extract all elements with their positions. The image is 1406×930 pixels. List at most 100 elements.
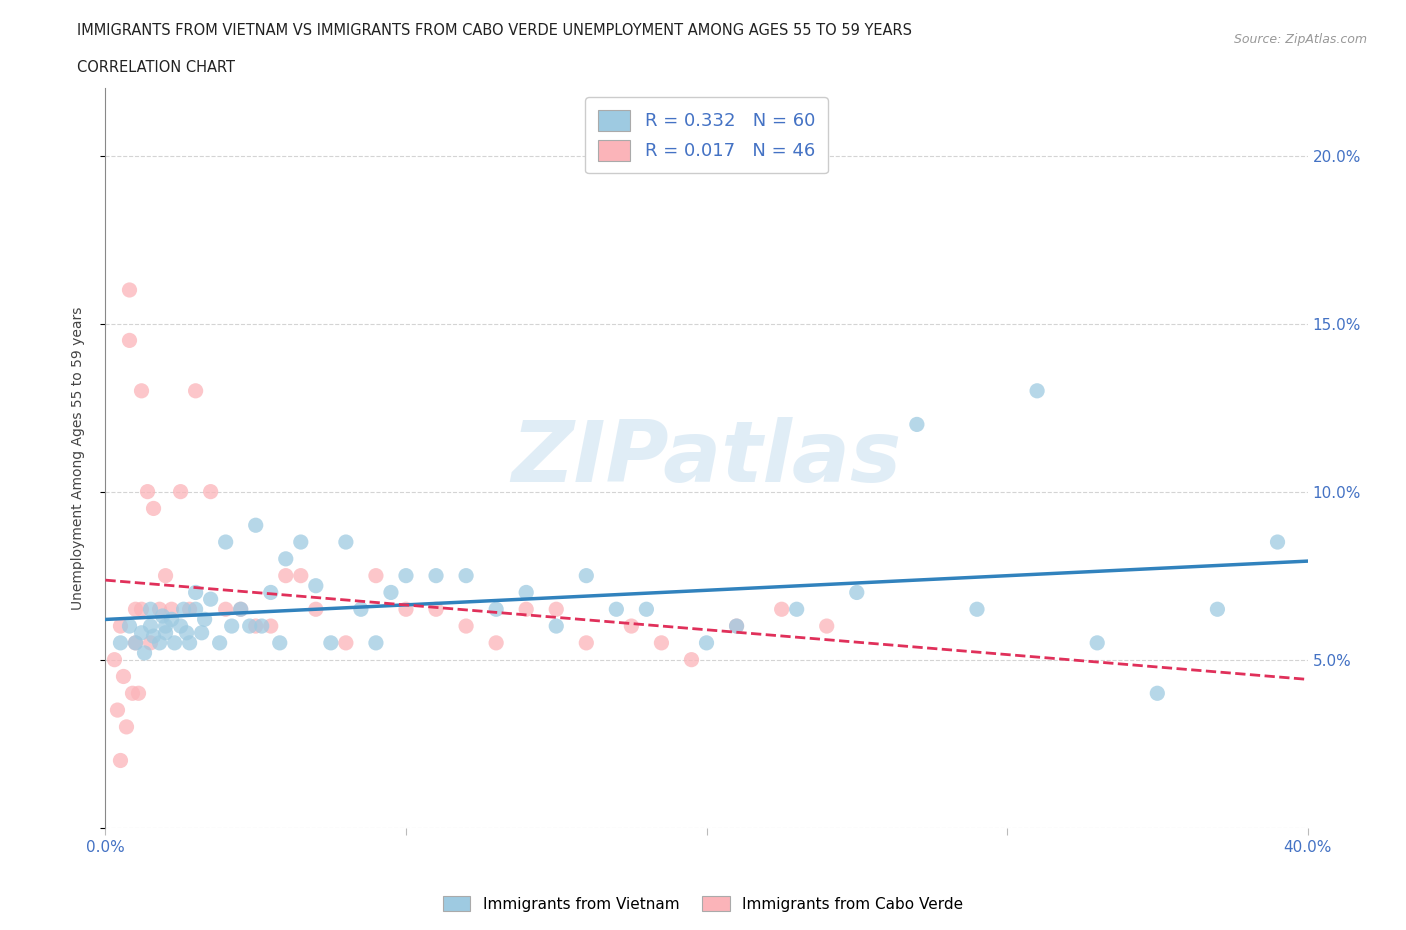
Point [515,585,537,600]
Point [620,618,643,633]
Point [425,602,447,617]
Point [845,585,868,600]
Point [110,635,132,650]
Point [239,618,262,633]
Point [636,602,658,617]
Point [118,283,141,298]
Point [169,485,191,499]
Point [103,652,125,667]
Point [245,618,267,633]
Point [319,635,342,650]
Point [274,568,297,583]
Point [121,685,143,700]
Point [221,618,243,633]
Point [515,602,537,617]
Point [139,602,162,617]
Point [200,591,222,606]
Point [139,635,162,650]
Point [160,612,183,627]
Point [575,635,598,650]
Point [148,602,170,617]
Point [395,602,418,617]
Legend: Immigrants from Vietnam, Immigrants from Cabo Verde: Immigrants from Vietnam, Immigrants from… [437,889,969,918]
Point [260,618,283,633]
Point [966,602,988,617]
Point [131,383,153,398]
Point [163,635,186,650]
Point [155,625,177,640]
Point [380,585,402,600]
Legend: R = 0.332   N = 60, R = 0.017   N = 46: R = 0.332 N = 60, R = 0.017 N = 46 [585,98,828,173]
Point [681,652,703,667]
Point [335,635,357,650]
Y-axis label: Unemployment Among Ages 55 to 59 years: Unemployment Among Ages 55 to 59 years [70,306,84,610]
Point [152,608,174,623]
Point [454,618,477,633]
Point [575,568,598,583]
Point [260,585,283,600]
Point [136,485,159,499]
Point [305,578,328,593]
Point [110,753,132,768]
Point [274,551,297,566]
Point [107,703,129,718]
Point [290,535,312,550]
Point [173,602,195,617]
Point [134,645,156,660]
Point [364,635,387,650]
Point [110,618,132,633]
Point [725,618,748,633]
Point [250,618,273,633]
Point [1146,685,1168,700]
Point [335,535,357,550]
Point [176,625,198,640]
Point [395,568,418,583]
Point [546,618,568,633]
Point [905,417,928,432]
Point [184,383,207,398]
Point [229,602,252,617]
Point [124,635,146,650]
Point [131,602,153,617]
Point [131,625,153,640]
Point [179,635,201,650]
Point [208,635,231,650]
Point [245,518,267,533]
Point [815,618,838,633]
Point [179,602,201,617]
Point [1026,383,1049,398]
Point [115,720,138,735]
Point [124,602,146,617]
Point [290,568,312,583]
Point [454,568,477,583]
Point [485,635,508,650]
Point [214,602,236,617]
Point [770,602,793,617]
Point [184,585,207,600]
Point [364,568,387,583]
Text: ZIPatlas: ZIPatlas [512,417,901,499]
Point [605,602,627,617]
Point [155,618,177,633]
Point [139,618,162,633]
Point [194,612,217,627]
Point [350,602,373,617]
Point [160,602,183,617]
Point [214,535,236,550]
Point [269,635,291,650]
Point [200,485,222,499]
Point [485,602,508,617]
Point [142,629,165,644]
Text: IMMIGRANTS FROM VIETNAM VS IMMIGRANTS FROM CABO VERDE UNEMPLOYMENT AMONG AGES 55: IMMIGRANTS FROM VIETNAM VS IMMIGRANTS FR… [77,23,912,38]
Point [118,333,141,348]
Point [169,618,191,633]
Point [305,602,328,617]
Text: CORRELATION CHART: CORRELATION CHART [77,60,235,75]
Point [425,568,447,583]
Text: Source: ZipAtlas.com: Source: ZipAtlas.com [1233,33,1367,46]
Point [118,618,141,633]
Point [786,602,808,617]
Point [725,618,748,633]
Point [650,635,672,650]
Point [148,635,170,650]
